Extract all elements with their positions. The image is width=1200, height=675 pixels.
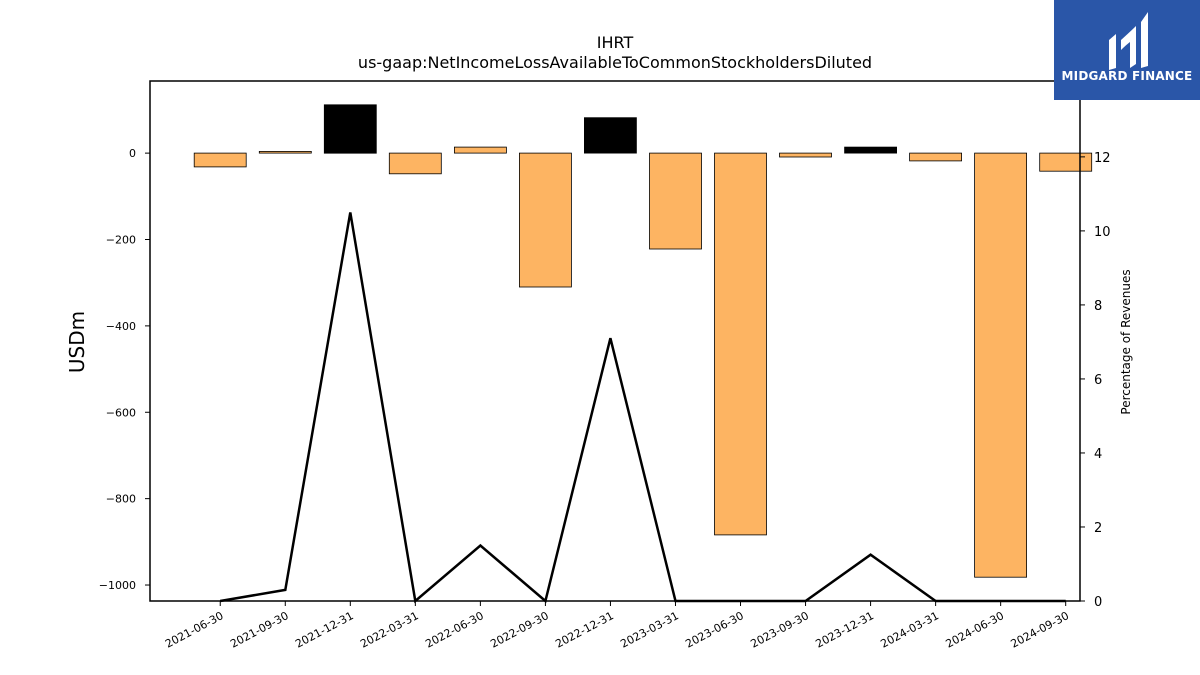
x-tick-label: 2022-12-31 — [553, 609, 616, 650]
x-tick-label: 2023-03-31 — [618, 609, 681, 650]
y2-tick-label: 6 — [1094, 373, 1102, 388]
x-tick-label: 2024-09-30 — [1009, 609, 1072, 650]
y-tick-label: −1000 — [99, 579, 136, 592]
x-tick-label: 2021-12-31 — [293, 609, 356, 650]
plot-frame — [149, 80, 1081, 602]
y2-tick-label: 10 — [1094, 225, 1111, 240]
y2-tick-label: 0 — [1094, 595, 1102, 610]
bar — [453, 146, 507, 154]
bar — [974, 152, 1027, 578]
x-tick-label: 2023-06-30 — [683, 609, 746, 650]
bar — [714, 152, 767, 536]
bar — [584, 117, 637, 154]
y-tick-label: −800 — [106, 493, 136, 506]
y2-axis-label: Percentage of Revenues — [1119, 269, 1133, 414]
bar — [519, 152, 572, 288]
y-tick-label: −400 — [106, 320, 136, 333]
y2-tick-label: 2 — [1094, 521, 1102, 536]
x-tick-label: 2024-06-30 — [944, 609, 1007, 650]
x-tick-label: 2022-03-31 — [358, 609, 421, 650]
bar — [323, 104, 377, 154]
y-tick-label: −200 — [106, 234, 136, 247]
chart-title: IHRT — [597, 33, 634, 52]
bar — [779, 152, 832, 158]
x-tick-label: 2022-06-30 — [423, 609, 486, 650]
x-tick-label: 2021-09-30 — [228, 609, 291, 650]
y-tick-label: −600 — [106, 406, 136, 419]
y-axis-label: USDm — [65, 311, 89, 373]
y2-tick-label: 4 — [1094, 447, 1102, 462]
y-tick-label: 0 — [129, 147, 136, 160]
bar — [193, 152, 247, 168]
bar — [649, 152, 702, 250]
x-tick-label: 2023-12-31 — [813, 609, 876, 650]
x-tick-label: 2021-06-30 — [163, 609, 226, 650]
bar — [909, 152, 962, 162]
y2-tick-label: 12 — [1094, 151, 1111, 166]
chart-subtitle: us-gaap:NetIncomeLossAvailableToCommonSt… — [358, 53, 872, 72]
x-tick-label: 2023-09-30 — [748, 609, 811, 650]
bar — [388, 152, 442, 175]
x-tick-label: 2022-09-30 — [488, 609, 551, 650]
y2-tick-label: 8 — [1094, 299, 1102, 314]
series-line — [219, 212, 1066, 604]
bar — [1039, 152, 1093, 172]
midgard-finance-logo: MIDGARD FINANCE — [1054, 0, 1200, 100]
logo-text: MIDGARD FINANCE — [1061, 69, 1193, 83]
bar — [844, 146, 897, 154]
x-tick-label: 2024-03-31 — [878, 609, 941, 650]
logo-mark-icon — [1109, 12, 1148, 70]
bar — [258, 150, 312, 154]
